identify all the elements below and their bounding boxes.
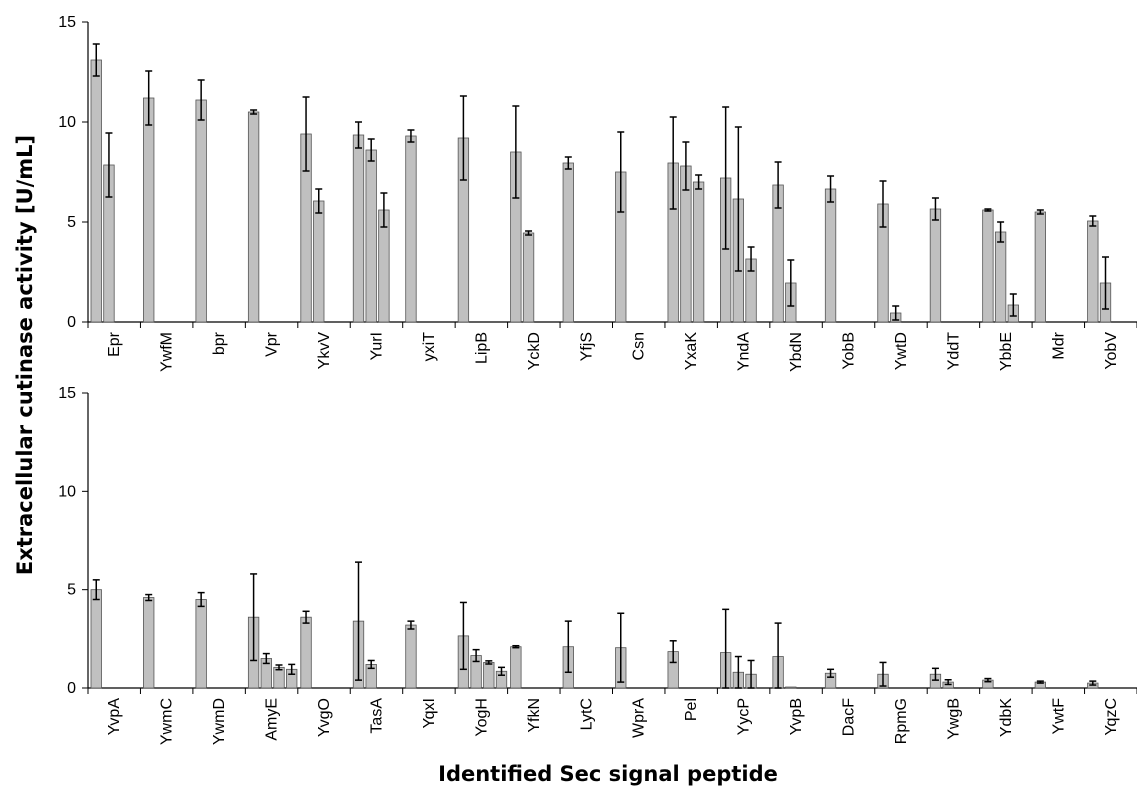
y-tick-label: 10 [58, 114, 76, 131]
bar [692, 181, 705, 323]
category-label: YdbK [998, 698, 1015, 737]
panel-top: 0 5 10 15 Epr YwfM bpr Vpr YkvV YurI yxiT LipB YckD Y… [58, 14, 1137, 372]
bar [365, 149, 377, 323]
bar [405, 135, 417, 323]
bar [195, 99, 207, 323]
category-label: RpmG [893, 698, 910, 744]
category-label: YqxI [421, 698, 438, 729]
bar [1087, 220, 1099, 323]
category-label: LipB [473, 332, 490, 364]
category-label: YqzC [1103, 698, 1120, 736]
y-axis-title: Extracellular cutinase activity [U/mL] [13, 135, 37, 575]
category-label: DacF [841, 698, 858, 736]
category-label: YckD [526, 332, 543, 370]
category-label: YfkN [526, 698, 543, 733]
category-label: Epr [106, 331, 123, 357]
category-label: YobV [1103, 332, 1120, 370]
bar [313, 200, 325, 323]
bar [785, 686, 797, 689]
y-tick-label: 10 [58, 483, 76, 500]
category-label: YwtD [893, 332, 910, 370]
category-label: YndA [736, 332, 753, 371]
category-label: YwfM [159, 332, 176, 372]
bar [1034, 211, 1046, 323]
category-label: bpr [211, 331, 228, 355]
category-label: YogH [473, 698, 490, 737]
bar [143, 97, 155, 323]
bar [982, 209, 994, 323]
bar [300, 616, 312, 689]
category-label: WprA [631, 698, 648, 738]
y-tick-label: 15 [58, 14, 76, 31]
category-label: Mdr [1050, 331, 1067, 359]
category-label: YwgB [945, 698, 962, 740]
bar [562, 162, 574, 323]
bar [994, 231, 1007, 323]
bar [90, 59, 102, 323]
category-label: YvpB [788, 698, 805, 735]
y-tick-label: 0 [67, 680, 76, 697]
bar [352, 134, 365, 323]
y-tick-label: 5 [67, 214, 76, 231]
category-label: YddT [945, 332, 962, 370]
category-label: YurI [368, 332, 385, 360]
panel-bottom: 0 5 10 15 YvpA YwmC YwmD AmyE YvgO TasA YqxI YogH Yf… [58, 385, 1137, 745]
category-label: YkvV [316, 332, 333, 370]
bar [522, 232, 535, 323]
category-label: YbdN [788, 332, 805, 372]
category-label: YwmC [159, 698, 176, 745]
category-label: YvgO [316, 698, 333, 737]
bar [195, 599, 207, 689]
category-label: Csn [631, 332, 648, 360]
bar [510, 646, 522, 689]
bar [143, 597, 155, 689]
category-label: LytC [578, 698, 595, 730]
category-label: YwtF [1050, 698, 1067, 735]
y-tick-label: 15 [58, 385, 76, 402]
category-label: yxiT [421, 332, 438, 362]
bar [483, 662, 495, 689]
category-label: AmyE [264, 698, 281, 741]
category-label: YbbE [998, 332, 1015, 371]
bar [247, 111, 260, 323]
category-label: YycP [736, 698, 753, 735]
bar [405, 624, 417, 689]
category-label: Pel [683, 698, 700, 721]
category-label: YxaK [683, 332, 700, 371]
y-tick-label: 0 [67, 314, 76, 331]
category-label: YfjS [578, 332, 595, 361]
category-label: YwmD [211, 698, 228, 745]
bar [824, 188, 837, 323]
category-label: TasA [368, 698, 385, 734]
category-label: YobB [841, 332, 858, 370]
bar [929, 208, 942, 323]
category-label: Vpr [264, 331, 281, 357]
y-tick-label: 5 [67, 582, 76, 599]
bar [90, 589, 102, 689]
category-label: YvpA [106, 698, 123, 736]
x-axis-title: Identified Sec signal peptide [438, 762, 778, 786]
